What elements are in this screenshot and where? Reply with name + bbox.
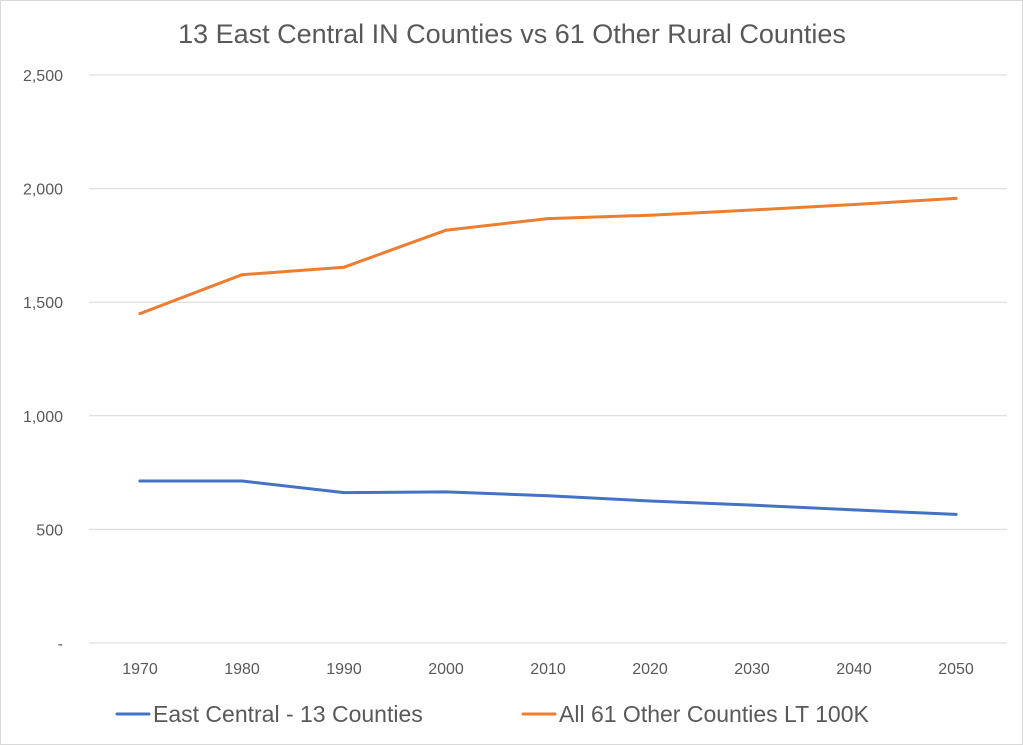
x-axis-ticks: 1970 1980 1990 2000 2010 2020 2030 2040 2050 — [122, 661, 974, 678]
x-tick-label: 2030 — [734, 661, 770, 678]
data-point-1-2000 — [444, 490, 448, 494]
series-line-2 — [138, 196, 958, 316]
gridlines — [89, 74, 1007, 644]
chart-title: 13 East Central IN Counties vs 61 Other … — [178, 19, 846, 49]
legend-label-2: All 61 Other Counties LT 100K — [559, 701, 869, 727]
data-point-2-1970 — [138, 312, 142, 316]
data-point-1-1990 — [342, 491, 346, 495]
x-tick-label: 2040 — [836, 661, 872, 678]
series-lines — [138, 196, 958, 516]
x-tick-label: 1970 — [122, 661, 158, 678]
data-point-2-2030 — [750, 208, 754, 212]
data-point-2-2020 — [648, 213, 652, 217]
y-axis-ticks: - 500 1,000 1,500 2,000 2,500 — [23, 68, 63, 653]
y-tick-label: 2,000 — [23, 182, 63, 199]
y-tick-label: 1,000 — [23, 409, 63, 426]
legend-label-1: East Central - 13 Counties — [153, 701, 423, 727]
data-point-2-2000 — [444, 228, 448, 232]
data-point-1-1980 — [240, 479, 244, 483]
legend: East Central - 13 Counties All 61 Other C… — [115, 701, 869, 727]
data-point-1-2040 — [852, 508, 856, 512]
data-point-1-2020 — [648, 499, 652, 503]
y-tick-label: - — [58, 636, 63, 653]
series-line-1 — [138, 479, 958, 516]
y-tick-label: 2,500 — [23, 68, 63, 85]
data-point-2-2010 — [546, 217, 550, 221]
data-point-1-2010 — [546, 494, 550, 498]
x-tick-label: 2000 — [428, 661, 464, 678]
x-tick-label: 2050 — [938, 661, 974, 678]
x-tick-label: 2020 — [632, 661, 668, 678]
x-tick-label: 2010 — [530, 661, 566, 678]
x-tick-label: 1980 — [224, 661, 260, 678]
y-tick-label: 500 — [36, 522, 63, 539]
data-point-2-2050 — [954, 196, 958, 200]
y-tick-label: 1,500 — [23, 295, 63, 312]
data-point-1-1970 — [138, 479, 142, 483]
data-point-1-2030 — [750, 503, 754, 507]
data-point-1-2050 — [954, 512, 958, 516]
data-point-2-1980 — [240, 273, 244, 277]
x-tick-label: 1990 — [326, 661, 362, 678]
data-point-2-2040 — [852, 203, 856, 207]
data-point-2-1990 — [342, 265, 346, 269]
